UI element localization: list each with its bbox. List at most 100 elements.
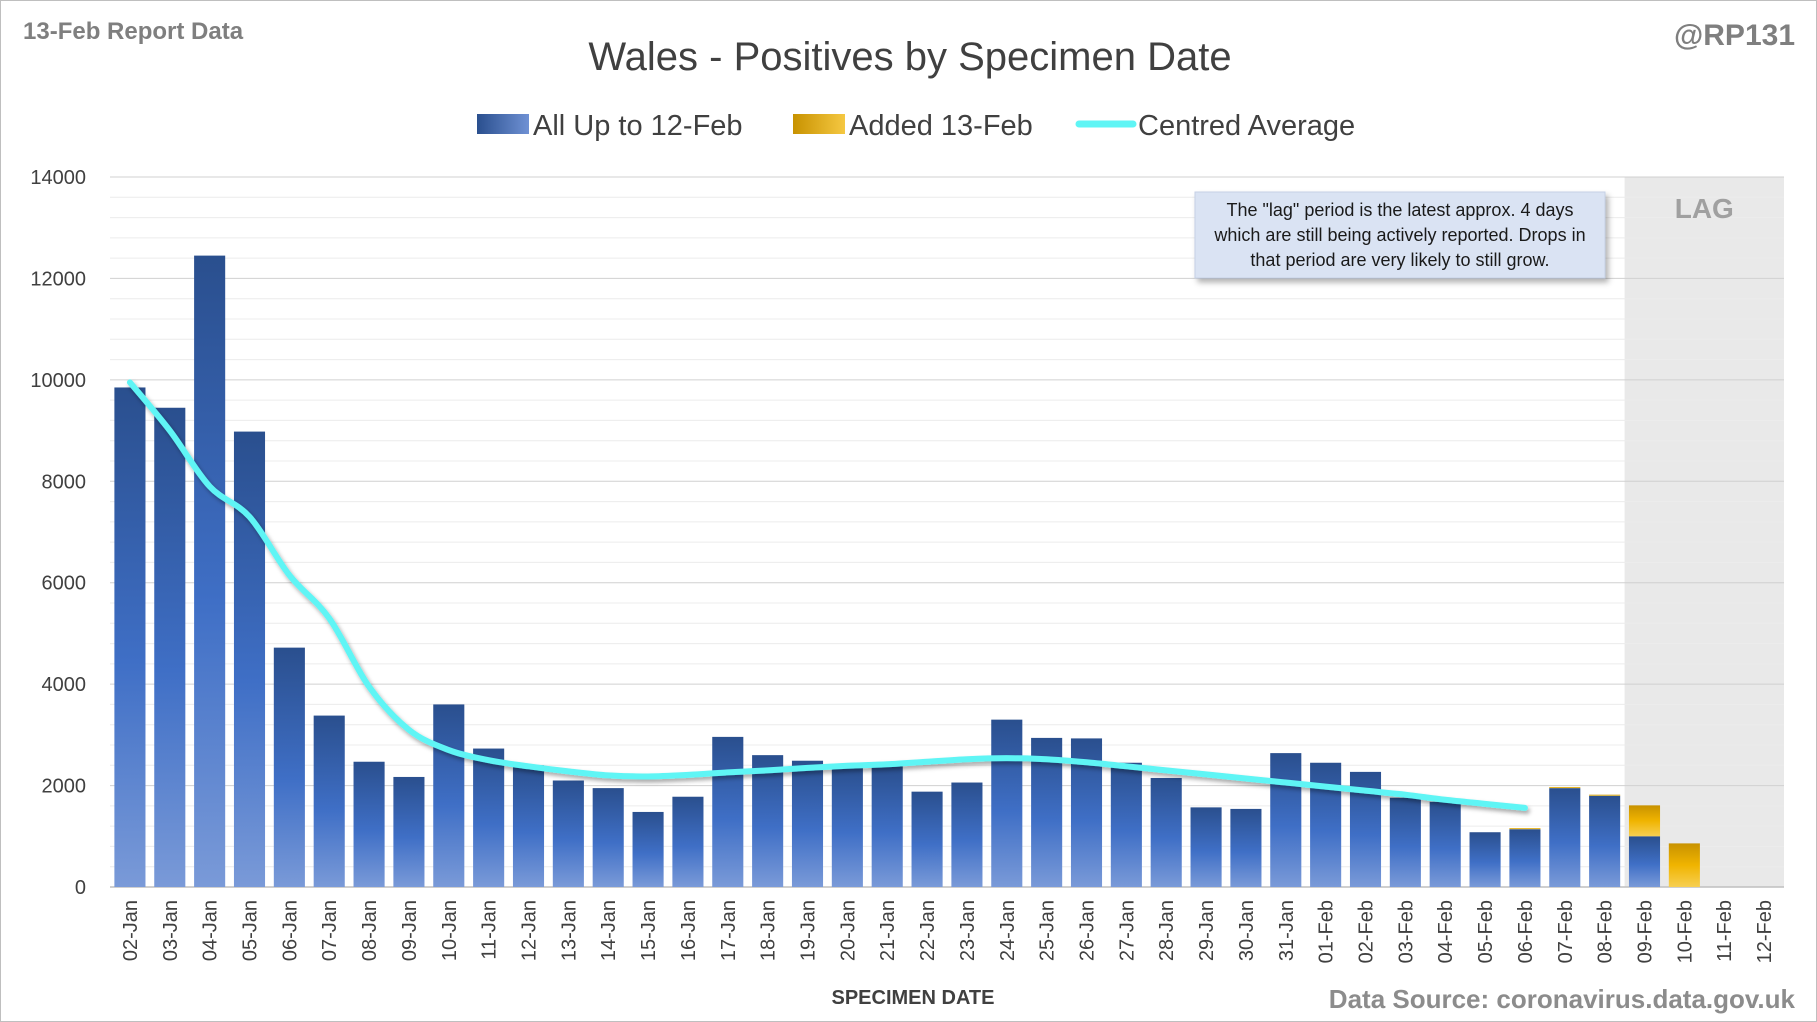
bar-added-13-feb <box>1628 805 1661 837</box>
lag-label: LAG <box>1675 193 1734 224</box>
bar-all-up-to-12-feb <box>871 766 903 887</box>
x-axis-ticks: 02-Jan 03-Jan 04-Jan 05-Jan 06-Jan 07-Jan 08-J… <box>120 900 1776 963</box>
bar-all-up-to-12-feb <box>592 788 624 887</box>
y-tick-label: 2000 <box>42 776 87 798</box>
bar-all-up-to-12-feb <box>951 782 983 887</box>
x-tick-label: 13-Jan <box>558 900 580 961</box>
bar-all-up-to-12-feb <box>1190 807 1222 887</box>
bar-all-up-to-12-feb <box>114 387 146 887</box>
x-tick-label: 10-Feb <box>1674 900 1696 963</box>
legend-swatch-gold <box>793 114 845 134</box>
legend-swatch-blue <box>477 114 529 134</box>
x-tick-label: 02-Feb <box>1356 900 1378 963</box>
x-tick-label: 23-Jan <box>957 900 979 961</box>
x-tick-label: 15-Jan <box>638 900 660 961</box>
bar-all-up-to-12-feb <box>1230 808 1262 887</box>
annotation-text: The "lag" period is the latest approx. 4… <box>1214 200 1586 270</box>
bar-all-up-to-12-feb <box>791 760 824 887</box>
x-tick-label: 19-Jan <box>798 900 820 961</box>
x-tick-label: 07-Jan <box>319 900 341 961</box>
bar-added-13-feb <box>1668 843 1700 887</box>
bar-all-up-to-12-feb <box>1310 762 1342 887</box>
y-tick-label: 6000 <box>42 573 87 595</box>
x-tick-label: 01-Feb <box>1316 900 1338 963</box>
bar-all-up-to-12-feb <box>273 647 305 887</box>
data-source-note: Data Source: coronavirus.data.gov.uk <box>1329 984 1796 1014</box>
bar-all-up-to-12-feb <box>393 776 425 887</box>
y-tick-label: 14000 <box>30 167 86 189</box>
x-tick-label: 05-Jan <box>240 900 262 961</box>
x-tick-label: 02-Jan <box>120 900 142 961</box>
bar-all-up-to-12-feb <box>512 765 545 887</box>
x-tick-label: 03-Jan <box>160 900 182 961</box>
x-tick-label: 16-Jan <box>678 900 700 961</box>
author-handle: @RP131 <box>1674 19 1795 52</box>
x-tick-label: 04-Jan <box>200 900 222 961</box>
legend-label-all: All Up to 12-Feb <box>533 110 743 142</box>
chart-title: Wales - Positives by Specimen Date <box>588 35 1231 79</box>
x-tick-label: 08-Feb <box>1595 900 1617 963</box>
x-tick-label: 27-Jan <box>1116 900 1138 961</box>
x-tick-label: 09-Jan <box>399 900 421 961</box>
bar-added-13-feb <box>1509 828 1541 830</box>
gridlines <box>110 176 1784 888</box>
y-axis-ticks: 0 2000 4000 6000 8000 10000 12000 14000 <box>30 167 86 899</box>
bar-all-up-to-12-feb <box>752 755 784 887</box>
legend-label-added: Added 13-Feb <box>849 110 1033 142</box>
lag-region <box>1624 177 1784 887</box>
report-date-label: 13-Feb Report Data <box>23 18 244 45</box>
x-tick-label: 11-Feb <box>1714 900 1736 962</box>
bar-all-up-to-12-feb <box>632 811 664 887</box>
bar-all-up-to-12-feb <box>712 736 744 887</box>
x-tick-label: 12-Jan <box>519 900 541 961</box>
y-tick-label: 8000 <box>42 471 87 493</box>
x-tick-label: 06-Feb <box>1515 900 1537 963</box>
x-tick-label: 21-Jan <box>877 900 899 961</box>
x-tick-label: 26-Jan <box>1077 900 1099 961</box>
x-tick-label: 08-Jan <box>359 900 381 961</box>
x-tick-label: 10-Jan <box>439 900 461 961</box>
x-tick-label: 12-Feb <box>1754 900 1776 963</box>
x-tick-label: 03-Feb <box>1395 900 1417 963</box>
bar-all-up-to-12-feb <box>991 719 1023 887</box>
legend-item-centred-average: Centred Average <box>1075 110 1355 142</box>
y-tick-label: 10000 <box>30 370 86 392</box>
bar-all-up-to-12-feb <box>1389 797 1421 887</box>
lag-annotation <box>1194 191 1606 279</box>
bar-all-up-to-12-feb <box>194 255 226 887</box>
bar-all-up-to-12-feb <box>473 748 505 887</box>
bar-all-up-to-12-feb <box>831 765 863 887</box>
x-tick-label: 11-Jan <box>479 900 501 960</box>
bar-all-up-to-12-feb <box>313 715 345 887</box>
y-tick-label: 12000 <box>30 268 86 290</box>
x-tick-label: 17-Jan <box>718 900 740 961</box>
bar-all-up-to-12-feb <box>1110 762 1142 887</box>
x-tick-label: 20-Jan <box>837 900 859 961</box>
bar-all-up-to-12-feb <box>672 796 704 887</box>
y-tick-label: 0 <box>75 877 86 899</box>
x-tick-label: 14-Jan <box>598 900 620 961</box>
x-tick-label: 05-Feb <box>1475 900 1497 963</box>
bar-added-13-feb <box>1589 794 1621 796</box>
bar-all-up-to-12-feb <box>1270 753 1302 887</box>
legend-item-added-13-feb: Added 13-Feb <box>793 110 1033 142</box>
bar-all-up-to-12-feb <box>1429 801 1461 887</box>
centred-average-line <box>126 379 1528 811</box>
bar-all-up-to-12-feb <box>911 791 943 887</box>
x-tick-label: 29-Jan <box>1196 900 1218 961</box>
bar-all-up-to-12-feb <box>552 780 584 887</box>
lag-shading <box>1624 177 1784 887</box>
average-line-layer <box>126 379 1528 811</box>
x-tick-label: 18-Jan <box>758 900 780 961</box>
legend: All Up to 12-Feb Added 13-Feb Centred Av… <box>477 110 1355 142</box>
y-tick-label: 4000 <box>42 674 87 696</box>
x-tick-label: 30-Jan <box>1236 900 1258 961</box>
annotation-box <box>1194 191 1606 279</box>
bars <box>114 255 1700 887</box>
x-tick-label: 04-Feb <box>1435 900 1457 963</box>
bar-all-up-to-12-feb <box>1589 795 1621 887</box>
bar-all-up-to-12-feb <box>1628 836 1661 887</box>
x-tick-label: 24-Jan <box>997 900 1019 961</box>
bar-all-up-to-12-feb <box>1509 829 1541 887</box>
